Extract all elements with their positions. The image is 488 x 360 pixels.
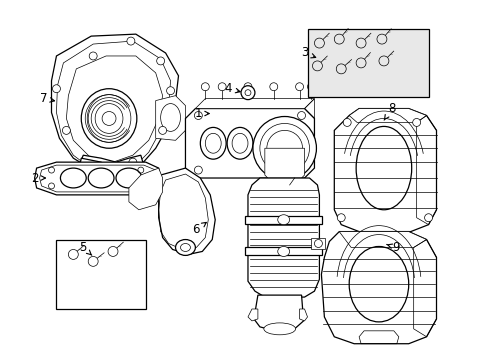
Ellipse shape [244, 83, 251, 91]
Ellipse shape [424, 214, 432, 222]
Polygon shape [155, 96, 185, 140]
Ellipse shape [52, 85, 61, 93]
Ellipse shape [89, 52, 97, 60]
Ellipse shape [194, 112, 202, 120]
Text: 8: 8 [384, 102, 395, 120]
Polygon shape [129, 168, 163, 210]
Polygon shape [81, 155, 142, 175]
Ellipse shape [127, 37, 135, 45]
Polygon shape [51, 34, 178, 175]
Ellipse shape [81, 89, 137, 148]
Polygon shape [185, 109, 314, 178]
Polygon shape [247, 178, 319, 297]
Text: 9: 9 [386, 241, 399, 254]
Ellipse shape [337, 214, 345, 222]
Text: 5: 5 [80, 241, 92, 255]
Ellipse shape [412, 118, 420, 126]
Ellipse shape [218, 83, 225, 91]
Ellipse shape [355, 58, 366, 68]
Ellipse shape [277, 215, 289, 225]
Ellipse shape [297, 112, 305, 120]
Polygon shape [348, 109, 426, 122]
Ellipse shape [277, 247, 289, 256]
Text: 2: 2 [31, 171, 45, 185]
Ellipse shape [269, 83, 277, 91]
Polygon shape [253, 295, 303, 331]
Text: 3: 3 [300, 46, 315, 59]
Polygon shape [339, 231, 426, 247]
Bar [244, 216, 322, 224]
Polygon shape [195, 99, 314, 109]
Ellipse shape [355, 38, 366, 48]
Ellipse shape [200, 127, 225, 159]
Ellipse shape [194, 166, 202, 174]
Bar [307, 29, 427, 96]
Ellipse shape [264, 323, 295, 335]
Ellipse shape [334, 34, 344, 44]
Bar [311, 238, 325, 249]
Ellipse shape [252, 117, 316, 180]
Ellipse shape [201, 83, 209, 91]
Ellipse shape [376, 34, 386, 44]
Text: 7: 7 [40, 92, 54, 105]
Ellipse shape [281, 127, 307, 159]
Polygon shape [158, 168, 215, 255]
Polygon shape [247, 309, 257, 321]
Text: 1: 1 [194, 107, 209, 120]
Ellipse shape [336, 64, 346, 74]
Polygon shape [334, 109, 436, 231]
Ellipse shape [158, 126, 166, 134]
Text: 4: 4 [224, 82, 240, 95]
Ellipse shape [307, 83, 315, 91]
Ellipse shape [88, 256, 98, 266]
Ellipse shape [156, 57, 164, 65]
Ellipse shape [62, 126, 70, 134]
Ellipse shape [378, 56, 388, 66]
Ellipse shape [226, 127, 252, 159]
Polygon shape [264, 148, 304, 178]
Polygon shape [321, 231, 436, 344]
Ellipse shape [108, 247, 118, 256]
Ellipse shape [241, 86, 254, 100]
Ellipse shape [87, 164, 95, 172]
Bar [244, 247, 322, 255]
Ellipse shape [166, 87, 174, 95]
Ellipse shape [254, 127, 280, 159]
Bar [56, 239, 145, 309]
Polygon shape [35, 162, 161, 195]
Ellipse shape [312, 61, 322, 71]
Ellipse shape [295, 83, 303, 91]
Polygon shape [299, 309, 307, 321]
Polygon shape [76, 158, 109, 188]
Text: 6: 6 [192, 222, 206, 236]
Ellipse shape [297, 166, 305, 174]
Ellipse shape [343, 118, 350, 126]
Ellipse shape [314, 38, 324, 48]
Ellipse shape [129, 158, 137, 166]
Ellipse shape [175, 239, 195, 255]
Ellipse shape [68, 249, 78, 260]
